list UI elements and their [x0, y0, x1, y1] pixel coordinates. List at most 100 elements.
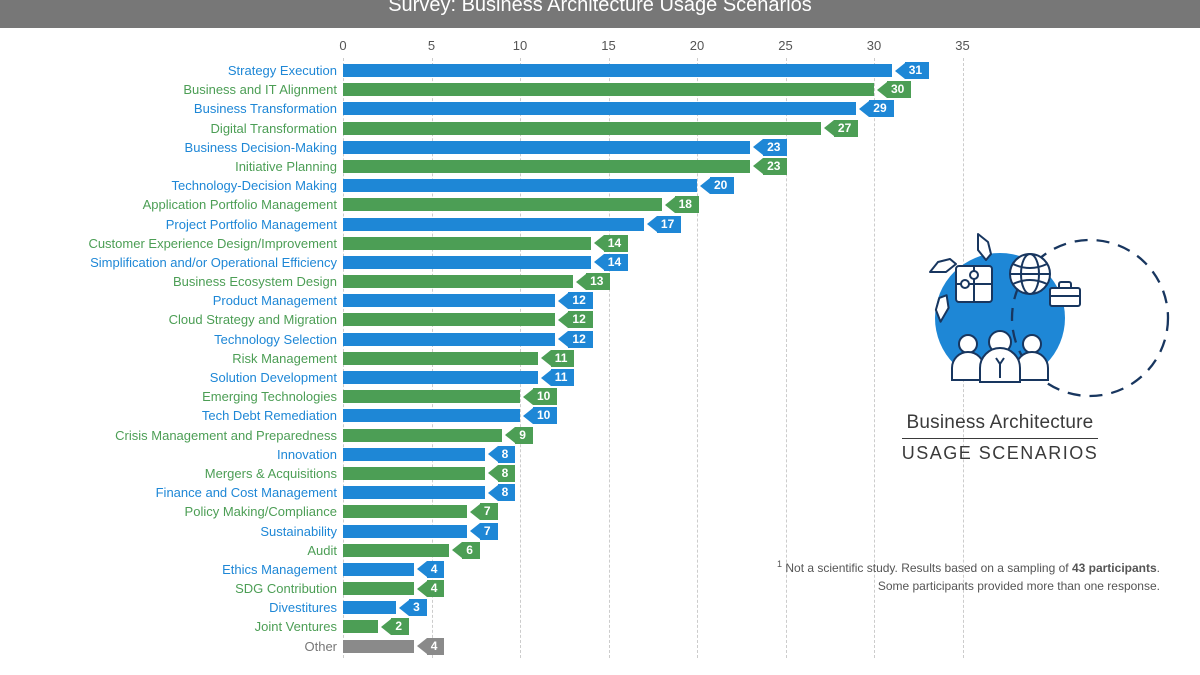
arrow-left-icon: [399, 600, 409, 616]
hand-icon: [928, 256, 958, 274]
bar-value: 17: [657, 216, 681, 233]
bar-value-tag: 2: [381, 618, 409, 635]
arrow-left-icon: [417, 581, 427, 597]
bar-label: Audit: [7, 541, 337, 560]
bar-value: 6: [462, 542, 480, 559]
bar-row: Application Portfolio Management 18: [0, 195, 1200, 214]
bar-label: Digital Transformation: [7, 119, 337, 138]
bar-value: 4: [427, 638, 445, 655]
bar-label: Emerging Technologies: [7, 387, 337, 406]
arrow-left-icon: [488, 446, 498, 462]
bar: [343, 237, 591, 250]
arrow-left-icon: [753, 139, 763, 155]
bar-value: 3: [409, 599, 427, 616]
arrow-left-icon: [523, 408, 533, 424]
bar-value: 4: [427, 561, 445, 578]
bar-value-tag: 12: [558, 311, 592, 328]
bar-label: Cloud Strategy and Migration: [7, 310, 337, 329]
bar: [343, 275, 573, 288]
bar-value: 27: [834, 120, 858, 137]
axis-tick: 25: [778, 38, 792, 53]
bar: [343, 640, 414, 653]
bar-value: 11: [551, 350, 575, 367]
bar-value-tag: 12: [558, 331, 592, 348]
bar-label: Application Portfolio Management: [7, 195, 337, 214]
bar-label: Customer Experience Design/Improvement: [7, 234, 337, 253]
side-title-line2: USAGE SCENARIOS: [902, 438, 1099, 464]
bar-row: Sustainability7: [0, 522, 1200, 541]
side-panel: Business Architecture USAGE SCENARIOS: [840, 228, 1160, 464]
bar-label: Initiative Planning: [7, 157, 337, 176]
bar-row: Mergers & Acquisitions8: [0, 464, 1200, 483]
bar-value-tag: 4: [417, 561, 445, 578]
arrow-left-icon: [523, 389, 533, 405]
arrow-left-icon: [700, 178, 710, 194]
bar-value-tag: 8: [488, 465, 516, 482]
bar-value-tag: 17: [647, 216, 681, 233]
bar-value-tag: 23: [753, 139, 787, 156]
bar-value-tag: 14: [594, 235, 628, 252]
bar-value: 20: [710, 177, 734, 194]
bar: [343, 505, 467, 518]
bar-label: Strategy Execution: [7, 61, 337, 80]
arrow-left-icon: [859, 101, 869, 117]
arrow-left-icon: [541, 370, 551, 386]
bar-value: 29: [869, 100, 893, 117]
bar: [343, 448, 485, 461]
bar-label: Tech Debt Remediation: [7, 406, 337, 425]
bar: [343, 563, 414, 576]
bar: [343, 409, 520, 422]
bar: [343, 620, 378, 633]
bar-value-tag: 10: [523, 407, 557, 424]
bar-value: 13: [586, 273, 610, 290]
bar-value-tag: 8: [488, 446, 516, 463]
header-band: Survey: Business Architecture Usage Scen…: [0, 0, 1200, 28]
bar-value: 14: [604, 235, 628, 252]
arrow-left-icon: [505, 427, 515, 443]
bar-label: SDG Contribution: [7, 579, 337, 598]
bar: [343, 467, 485, 480]
bar-label: Policy Making/Compliance: [7, 502, 337, 521]
bar: [343, 601, 396, 614]
bar-row: Digital Transformation 27: [0, 119, 1200, 138]
bar-value: 18: [675, 196, 699, 213]
bar: [343, 198, 662, 211]
axis-tick: 30: [867, 38, 881, 53]
bar-row: Divestitures3: [0, 598, 1200, 617]
bar-label: Technology-Decision Making: [7, 176, 337, 195]
bar: [343, 390, 520, 403]
bar: [343, 160, 750, 173]
arrow-left-icon: [895, 63, 905, 79]
bar-value: 2: [391, 618, 409, 635]
bar: [343, 141, 750, 154]
bar: [343, 122, 821, 135]
bar: [343, 294, 555, 307]
bar-value: 23: [763, 158, 787, 175]
side-title-line1: Business Architecture: [840, 412, 1160, 434]
bar-row: Finance and Cost Management8: [0, 483, 1200, 502]
arrow-left-icon: [594, 254, 604, 270]
axis-tick: 0: [339, 38, 346, 53]
bar-value: 14: [604, 254, 628, 271]
bar-value-tag: 10: [523, 388, 557, 405]
team-icon: [940, 328, 1060, 388]
arrow-left-icon: [417, 561, 427, 577]
arrow-left-icon: [470, 504, 480, 520]
arrow-left-icon: [665, 197, 675, 213]
bar: [343, 64, 892, 77]
bar-value: 8: [498, 465, 516, 482]
bar-row: Business and IT Alignment30: [0, 80, 1200, 99]
bar-row: Policy Making/Compliance7: [0, 502, 1200, 521]
bar-value-tag: 20: [700, 177, 734, 194]
bar-row: Business Decision-Making 23: [0, 138, 1200, 157]
bar-label: Product Management: [7, 291, 337, 310]
bar-value: 23: [763, 139, 787, 156]
bar-label: Business and IT Alignment: [7, 80, 337, 99]
bar-value-tag: 9: [505, 427, 533, 444]
arrow-left-icon: [558, 331, 568, 347]
bar-label: Business Decision-Making: [7, 138, 337, 157]
bar: [343, 102, 856, 115]
bar-label: Solution Development: [7, 368, 337, 387]
bar: [343, 218, 644, 231]
globe-icon: [1008, 252, 1052, 296]
